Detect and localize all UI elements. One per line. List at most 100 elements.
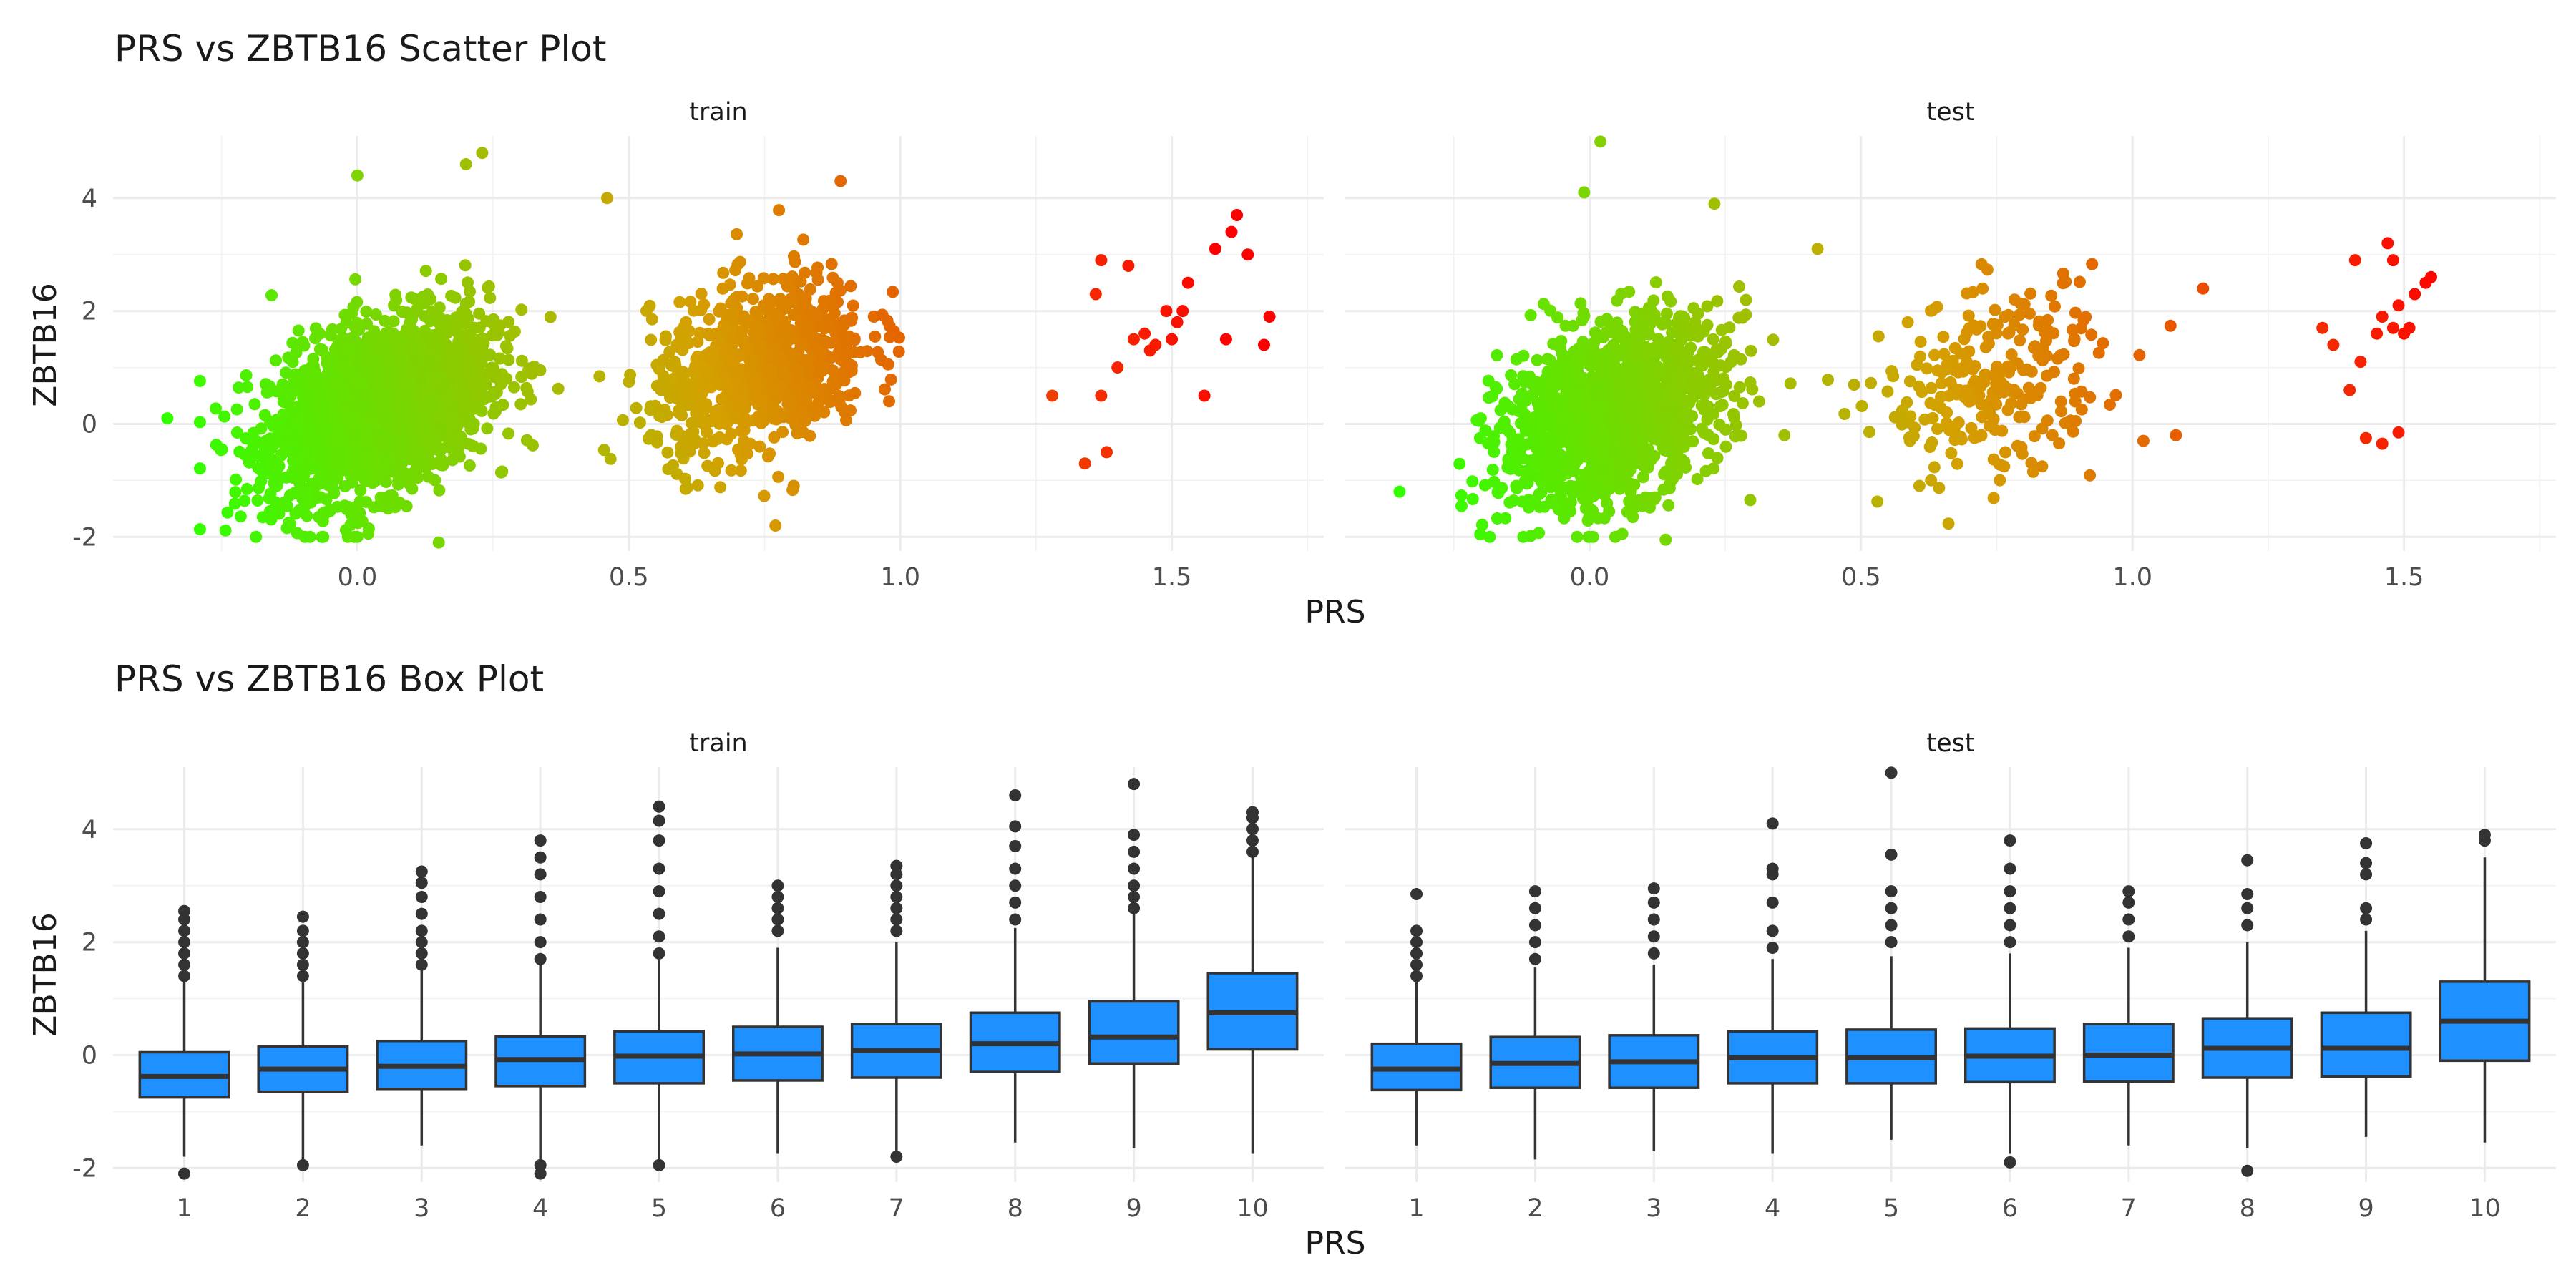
scatter-point (2013, 411, 2026, 424)
box-outlier (653, 1158, 665, 1171)
scatter-point (2053, 437, 2066, 450)
scatter-point (1991, 318, 2004, 331)
scatter-point (1160, 305, 1173, 318)
scatter-point (1692, 307, 1704, 320)
scatter-point (667, 372, 680, 385)
scatter-point (709, 327, 722, 340)
x-tick-label: 0.5 (1841, 563, 1881, 592)
scatter-point (1171, 316, 1184, 328)
scatter-point (1872, 330, 1885, 343)
scatter-point (1784, 377, 1797, 390)
scatter-point (1597, 447, 1610, 459)
scatter-point (1923, 441, 1936, 453)
scatter-point (884, 331, 897, 343)
scatter-point (1576, 314, 1589, 326)
scatter-point (552, 382, 565, 395)
box-strip-test: test (1926, 729, 1974, 758)
scatter-point (1548, 391, 1561, 404)
scatter-point (1564, 504, 1577, 517)
scatter-point (2085, 328, 2098, 341)
scatter-point (1455, 489, 1468, 502)
scatter-point (2084, 391, 2097, 404)
scatter-point (1701, 300, 1714, 313)
scatter-point (2041, 313, 2054, 326)
scatter-point (814, 346, 827, 359)
scatter-point (2041, 369, 2053, 382)
scatter-point (1531, 353, 1543, 366)
scatter-point (1499, 512, 1512, 525)
scatter-point (1678, 311, 1691, 324)
scatter-point (827, 374, 840, 387)
scatter-point (193, 374, 206, 387)
scatter-point (1689, 375, 1702, 388)
scatter-point (407, 292, 420, 305)
scatter-point (1778, 429, 1791, 441)
scatter-point (1925, 304, 1937, 317)
scatter-point (1574, 438, 1587, 451)
scatter-point (2067, 372, 2080, 385)
scatter-point (1685, 326, 1698, 338)
scatter-point (1937, 331, 1950, 343)
scatter-point (1524, 309, 1537, 321)
scatter-point (684, 428, 697, 441)
scatter-point (763, 447, 776, 460)
scatter-point (1466, 475, 1479, 488)
scatter-point (623, 376, 635, 388)
scatter-point (307, 353, 320, 366)
scatter-point (1914, 336, 1927, 348)
scatter-point (1589, 326, 1601, 339)
scatter-point (279, 441, 292, 454)
scatter-point (746, 293, 759, 306)
scatter-point (847, 299, 859, 312)
scatter-point (277, 408, 290, 421)
box-outlier (771, 913, 784, 926)
scatter-point (736, 290, 748, 303)
scatter-point (799, 318, 812, 331)
scatter-point (845, 314, 858, 327)
scatter-point (240, 482, 253, 495)
scatter-point (1475, 519, 1488, 531)
scatter-point (525, 367, 538, 380)
scatter-point (737, 383, 750, 395)
scatter-point (1591, 436, 1604, 449)
scatter-y-axis-label: ZBTB16 (27, 283, 64, 406)
scatter-point (1046, 389, 1059, 402)
scatter-point (496, 465, 509, 478)
scatter-point (468, 321, 481, 334)
scatter-point (2376, 437, 2389, 450)
scatter-point (1503, 426, 1516, 439)
scatter-point (2170, 429, 2182, 441)
scatter-point (698, 298, 711, 311)
scatter-point (459, 158, 472, 170)
scatter-point (1702, 447, 1714, 459)
scatter-point (273, 459, 286, 472)
scatter-point (346, 307, 358, 320)
scatter-point (1727, 408, 1740, 421)
scatter-point (675, 447, 688, 459)
scatter-point (1628, 344, 1641, 357)
scatter-point (1504, 462, 1517, 475)
scatter-point (1952, 366, 1965, 379)
scatter-point (2059, 416, 2072, 429)
scatter-point (1574, 354, 1586, 367)
scatter-point (1582, 492, 1595, 505)
scatter-point (278, 496, 291, 509)
scatter-point (1628, 479, 1641, 491)
scatter-point (388, 329, 400, 342)
scatter-point (1745, 344, 1757, 357)
scatter-point (892, 346, 905, 358)
scatter-point (283, 517, 296, 530)
scatter-point (508, 325, 521, 338)
scatter-point (369, 419, 381, 431)
scatter-point (332, 427, 345, 440)
scatter-point (1611, 316, 1624, 329)
scatter-point (474, 387, 487, 400)
scatter-point (805, 306, 817, 318)
scatter-point (1219, 333, 1232, 346)
scatter-point (1950, 429, 1963, 441)
scatter-point (228, 497, 241, 510)
scatter-point (380, 390, 392, 403)
scatter-point (1166, 333, 1179, 346)
scatter-point (838, 329, 851, 342)
scatter-point (1921, 362, 1933, 375)
